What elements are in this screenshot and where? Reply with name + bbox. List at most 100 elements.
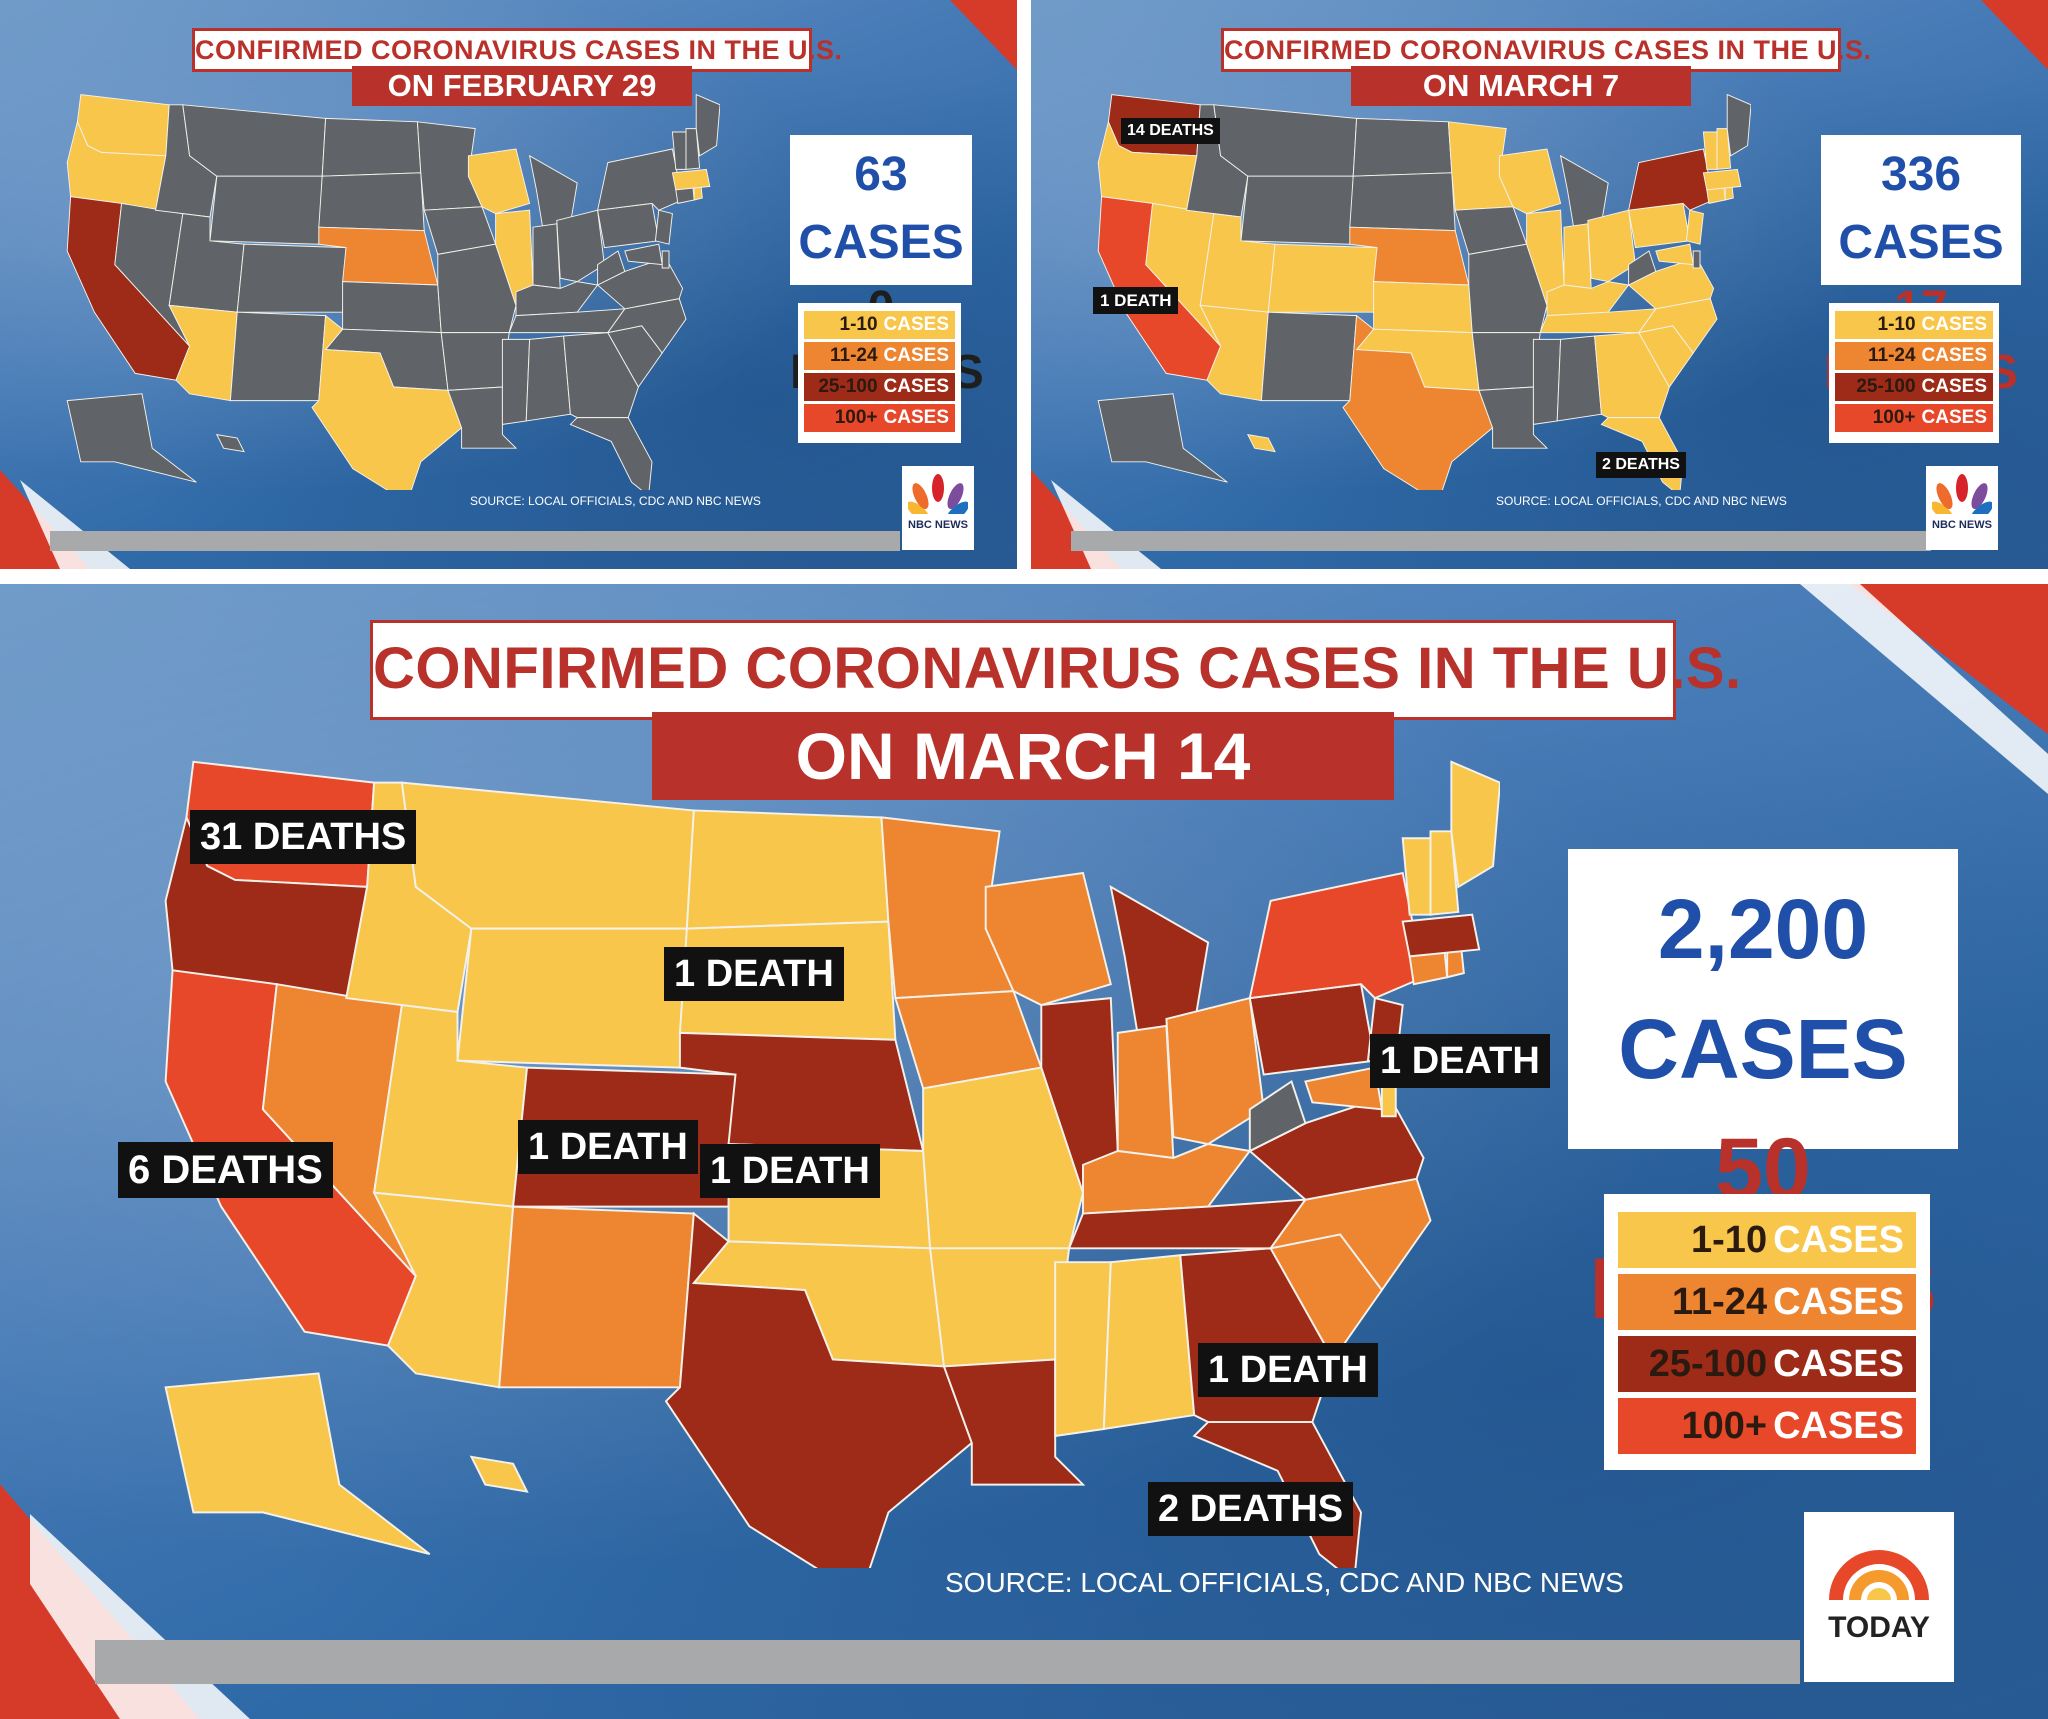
legend-label: CASES xyxy=(883,407,949,428)
state-mt xyxy=(400,781,695,930)
state-hi xyxy=(215,433,245,453)
state-ks xyxy=(342,281,442,334)
state-in xyxy=(1563,223,1592,289)
state-wv xyxy=(1628,250,1657,286)
legend-range: 11-24 xyxy=(1867,345,1916,366)
legend-item: 1-10 CASES xyxy=(1618,1212,1916,1268)
state-ma xyxy=(1702,168,1742,191)
state-wy xyxy=(456,927,688,1069)
map-panel-mar-7: CONFIRMED CORONAVIRUS CASES IN THE U.S. … xyxy=(1031,0,2048,569)
state-ak xyxy=(164,1372,431,1556)
legend-range: 25-100 xyxy=(818,376,878,397)
state-ms xyxy=(501,338,531,425)
state-pa xyxy=(1628,202,1691,249)
legend: 1-10 CASES 11-24 CASES 25-100 CASES 100+ CASES xyxy=(1604,1194,1930,1470)
death-label-fl: 2 DEATHS xyxy=(1148,1482,1354,1536)
bottom-bar xyxy=(1071,531,1931,551)
peacock-icon xyxy=(1930,474,1994,529)
state-pa xyxy=(1248,983,1377,1076)
legend-range: 1-10 xyxy=(839,314,878,335)
logo-text: NBC NEWS xyxy=(1932,519,1992,531)
state-nd xyxy=(1352,117,1453,177)
state-nm xyxy=(498,1205,695,1389)
death-label-nj: 1 DEATH xyxy=(1370,1034,1550,1088)
cases-total: 2,200 CASES xyxy=(1618,882,1908,1096)
legend-item: 1-10 CASES xyxy=(1835,311,1993,339)
state-tn xyxy=(1067,1198,1308,1250)
state-nh xyxy=(1716,128,1732,170)
legend-item: 100+ CASES xyxy=(1835,404,1993,432)
state-mt xyxy=(1213,104,1358,177)
legend-label: CASES xyxy=(1921,376,1987,397)
state-wv xyxy=(1248,1079,1307,1153)
state-me xyxy=(1450,760,1500,889)
state-de xyxy=(1692,250,1701,269)
bottom-bar xyxy=(95,1640,1800,1684)
state-ar xyxy=(929,1247,1071,1368)
legend-label: CASES xyxy=(1773,1342,1904,1385)
date-banner: ON MARCH 7 xyxy=(1351,66,1691,106)
state-mt xyxy=(182,104,327,177)
legend-label: CASES xyxy=(1921,314,1987,335)
state-fl xyxy=(569,417,653,490)
nbc-news-logo: NBC NEWS xyxy=(902,466,974,550)
legend-item: 11-24 CASES xyxy=(1618,1274,1916,1330)
legend-label: CASES xyxy=(1921,345,1987,366)
date-banner: ON FEBRUARY 29 xyxy=(352,66,692,106)
state-nj xyxy=(654,209,673,245)
death-label-wa: 31 DEATHS xyxy=(190,810,417,864)
state-sd xyxy=(318,172,425,232)
state-wy xyxy=(209,175,323,245)
legend-label: CASES xyxy=(1921,407,1987,428)
state-nm xyxy=(229,311,327,402)
state-in xyxy=(532,223,561,289)
state-ny xyxy=(596,148,684,211)
legend-range: 100+ xyxy=(1681,1404,1768,1447)
state-ny xyxy=(1248,871,1425,1000)
death-label-wa: 14 DEATHS xyxy=(1121,118,1220,144)
state-wy xyxy=(1240,175,1354,245)
source-note: SOURCE: LOCAL OFFICIALS, CDC AND NBC NEW… xyxy=(945,1567,1624,1598)
state-ar xyxy=(1471,332,1541,391)
state-in xyxy=(1116,1024,1175,1160)
state-ak xyxy=(66,393,197,483)
death-label-ca: 1 DEATH xyxy=(1093,287,1179,314)
logo-text: TODAY xyxy=(1828,1611,1930,1644)
today-logo: TODAY xyxy=(1804,1512,1954,1682)
legend-item: 25-100 CASES xyxy=(804,373,955,401)
state-ma xyxy=(671,168,711,191)
state-co xyxy=(1267,243,1378,313)
state-nd xyxy=(685,809,890,930)
legend-item: 25-100 CASES xyxy=(1618,1336,1916,1392)
death-label-ks: 1 DEATH xyxy=(700,1144,880,1198)
state-tn xyxy=(1539,308,1657,334)
us-map xyxy=(66,93,720,490)
source-note: SOURCE: LOCAL OFFICIALS, CDC AND NBC NEW… xyxy=(470,494,761,508)
bottom-bar xyxy=(50,531,900,551)
state-ny xyxy=(1627,148,1715,211)
state-ms xyxy=(1532,338,1562,425)
state-oh xyxy=(556,209,605,283)
state-pa xyxy=(597,202,660,249)
legend-label: CASES xyxy=(1773,1218,1904,1261)
totals-box: 336 CASES 17 DEATHS xyxy=(1821,135,2021,399)
state-al xyxy=(1556,335,1602,422)
state-co xyxy=(236,243,347,313)
logo-text: NBC NEWS xyxy=(908,519,968,531)
legend-range: 100+ xyxy=(834,407,878,428)
state-nh xyxy=(685,128,701,170)
state-nm xyxy=(1260,311,1358,402)
state-ak xyxy=(1097,393,1228,483)
legend-label: CASES xyxy=(883,376,949,397)
legend-range: 11-24 xyxy=(829,345,878,366)
nbc-news-logo: NBC NEWS xyxy=(1926,466,1998,550)
state-nh xyxy=(1429,830,1460,916)
state-hi xyxy=(1246,433,1276,453)
legend: 1-10 CASES 11-24 CASES 25-100 CASES 100+ CASES xyxy=(1829,303,1999,443)
state-me xyxy=(695,93,720,157)
legend-item: 11-24 CASES xyxy=(1835,342,1993,370)
state-wa xyxy=(76,94,170,157)
state-oh xyxy=(1165,996,1265,1146)
state-nd xyxy=(321,117,422,177)
death-label-sd: 1 DEATH xyxy=(664,947,844,1001)
